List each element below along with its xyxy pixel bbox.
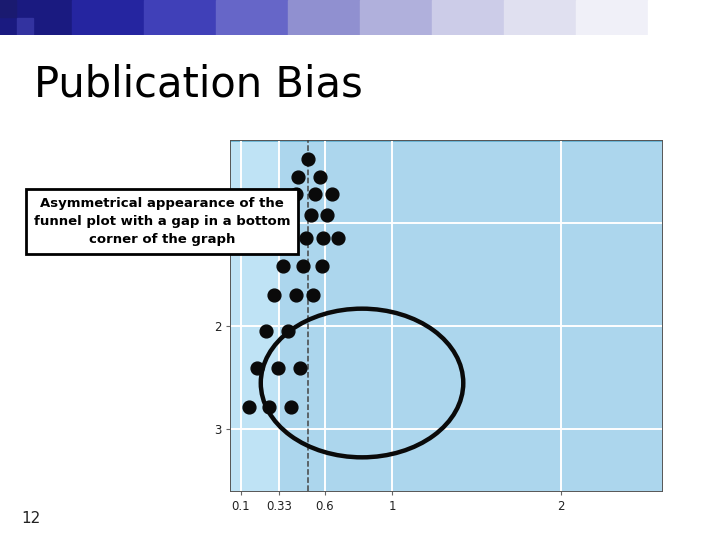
Point xyxy=(302,154,314,163)
Point xyxy=(280,234,292,243)
Bar xyxy=(144,0,216,35)
Bar xyxy=(0,0,72,35)
Bar xyxy=(288,0,360,35)
Point xyxy=(252,363,264,372)
Bar xyxy=(279,140,662,491)
Point xyxy=(285,211,297,219)
Bar xyxy=(0,0,16,17)
Point xyxy=(277,262,289,271)
Point xyxy=(321,211,333,219)
Point xyxy=(282,327,294,336)
Point xyxy=(318,234,329,243)
Bar xyxy=(17,17,33,35)
Bar xyxy=(576,0,648,35)
Point xyxy=(294,363,305,372)
Bar xyxy=(72,0,144,35)
Point xyxy=(264,402,275,411)
Bar xyxy=(504,0,576,35)
Bar xyxy=(432,0,504,35)
Point xyxy=(316,262,328,271)
Point xyxy=(314,172,325,181)
Point xyxy=(269,291,280,300)
Point xyxy=(290,291,302,300)
Point xyxy=(243,402,255,411)
Point xyxy=(272,363,284,372)
Point xyxy=(290,190,302,198)
Bar xyxy=(216,0,288,35)
Point xyxy=(285,402,297,411)
Text: Publication Bias: Publication Bias xyxy=(35,64,363,106)
Point xyxy=(309,190,320,198)
Point xyxy=(297,262,309,271)
Text: Asymmetrical appearance of the
funnel plot with a gap in a bottom
corner of the : Asymmetrical appearance of the funnel pl… xyxy=(34,197,290,246)
Bar xyxy=(360,0,432,35)
Text: 12: 12 xyxy=(22,511,41,526)
Point xyxy=(326,190,338,198)
Point xyxy=(333,234,344,243)
Bar xyxy=(648,0,720,35)
Point xyxy=(292,172,304,181)
Point xyxy=(305,211,317,219)
Point xyxy=(300,234,312,243)
Point xyxy=(260,327,271,336)
Point xyxy=(307,291,319,300)
